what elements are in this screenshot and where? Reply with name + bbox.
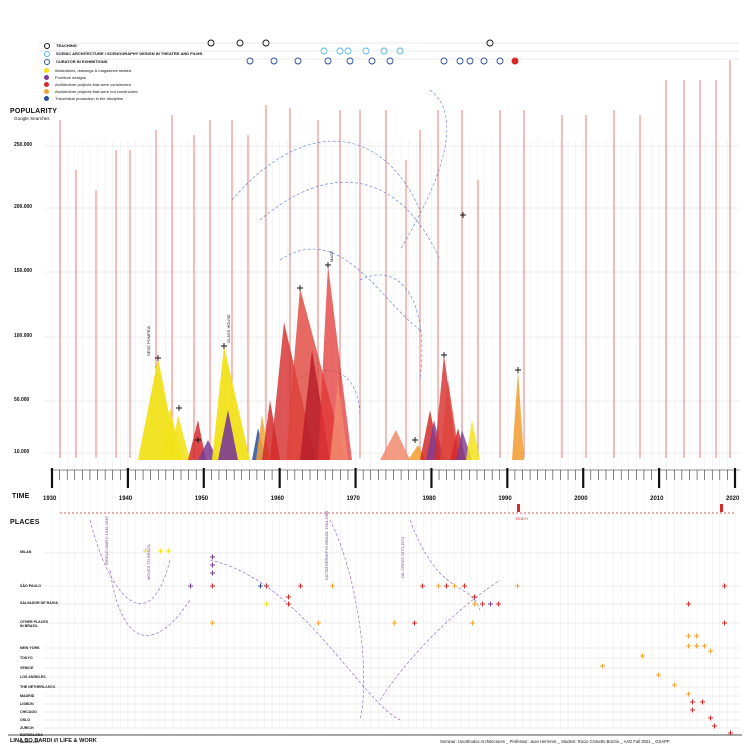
place-label: LISBON (20, 702, 34, 706)
label-glass-house: GLASS HOUSE (226, 314, 231, 343)
ww2-note: WORLD WAR II 1939-1945 (104, 515, 109, 565)
place-label: MILAN (20, 550, 32, 554)
dot-icon (44, 75, 49, 81)
oil-crisis-note: OIL CRISIS 1973-1974 (400, 536, 405, 578)
ring-icon (44, 59, 50, 65)
places-title: PLACES (10, 519, 40, 526)
legend-furniture: Furniture designs (44, 75, 86, 81)
place-label: OTHER PLACES IN BRAZIL (20, 620, 49, 628)
peak-markers (155, 212, 521, 443)
footer-title: LINA BO BARDI /// LIFE & WORK (10, 738, 97, 744)
y-tick-label: 50.000 (14, 397, 30, 403)
time-title: TIME (12, 493, 30, 500)
decade-label: 1970 (347, 496, 361, 502)
legend-not-constructed: Architecture projects that were not cons… (44, 89, 137, 95)
decade-label: 1930 (43, 496, 57, 502)
decade-label: 1990 (498, 496, 512, 502)
top-ring-markers (207, 39, 519, 65)
places-arcs (89, 519, 501, 721)
legend-teaching: TEACHING (44, 43, 77, 49)
popularity-subtitle: Google Searches (14, 116, 50, 121)
footer-credits: Seminar: Unorthodox Architectures _ Prof… (440, 739, 670, 744)
y-tick-label: 250.000 (14, 142, 33, 148)
moves-brazil-note: MOVES TO BRAZIL (146, 543, 151, 580)
label-sesc: SESC POMPÉIA (146, 325, 151, 356)
dot-icon (44, 89, 49, 95)
place-label: SÃO PAULO (20, 584, 42, 588)
decade-label: 1940 (119, 496, 133, 502)
legend-theoretical: Theoretical production in the discipline (44, 96, 123, 102)
legend-scenography: SCENIC ARCHITECTURE / SCENOGRAPHY DESIGN… (44, 51, 202, 57)
place-label: NEW YORK (20, 646, 40, 650)
legend-curator: CURATOR IN EXHIBITIONS (44, 59, 107, 65)
legend-constructed: Architecture projects that were construc… (44, 82, 131, 88)
death-marker (517, 504, 520, 512)
dot-icon (44, 82, 49, 88)
y-tick-label: 10.000 (14, 449, 30, 455)
y-tick-label: 200.000 (14, 204, 33, 210)
popularity-title: POPULARITY (10, 108, 58, 115)
place-label: CHICAGO (20, 710, 37, 714)
dot-icon (44, 68, 49, 74)
annotations: WORLD WAR II 1939-1945 MOVES TO BRAZIL D… (104, 510, 528, 580)
dot-icon (44, 96, 49, 102)
popularity-gridlines (44, 145, 740, 454)
decade-label: 1950 (195, 496, 209, 502)
place-label: THE NETHERLANDS (20, 685, 56, 689)
legend-guides (38, 42, 740, 60)
place-label: TOKYO (20, 656, 33, 660)
dictatorship-note: DICTATORSHIP IN BRAZIL 1964-1985 (324, 510, 329, 580)
place-label: VENICE (20, 666, 34, 670)
decade-label: 2000 (574, 496, 588, 502)
decade-label: 1960 (271, 496, 285, 502)
ring-icon (44, 51, 50, 57)
decade-label: 2010 (650, 496, 664, 502)
popularity-peaks (138, 265, 524, 460)
ring-icon (44, 43, 50, 49)
end-marker (720, 504, 723, 512)
place-label: MADRID (20, 694, 35, 698)
place-markers (143, 548, 733, 736)
place-label: OSLO (20, 718, 31, 722)
places-grid (44, 552, 740, 729)
decade-label: 1980 (422, 496, 436, 502)
place-label: MEXICO CITY (20, 740, 40, 744)
death-note: DEATH (516, 517, 528, 521)
time-axis: 1930 1940 1950 1960 1970 1980 1990 2000 2010 2020 (43, 468, 740, 502)
place-label: ZURICH (20, 726, 34, 730)
place-label: LOS ANGELES (20, 675, 46, 679)
place-label: SALVADOR DE BAHIA (20, 601, 59, 605)
decade-label: 2020 (726, 496, 740, 502)
legend-illustrations: Illustrations, drawings & magazines rela… (44, 68, 131, 74)
peak-labels: SESC POMPÉIA MASP GLASS HOUSE (146, 250, 334, 356)
y-tick-label: 150.000 (14, 268, 33, 274)
y-tick-label: 100.000 (14, 333, 33, 339)
label-masp: MASP (329, 250, 334, 262)
